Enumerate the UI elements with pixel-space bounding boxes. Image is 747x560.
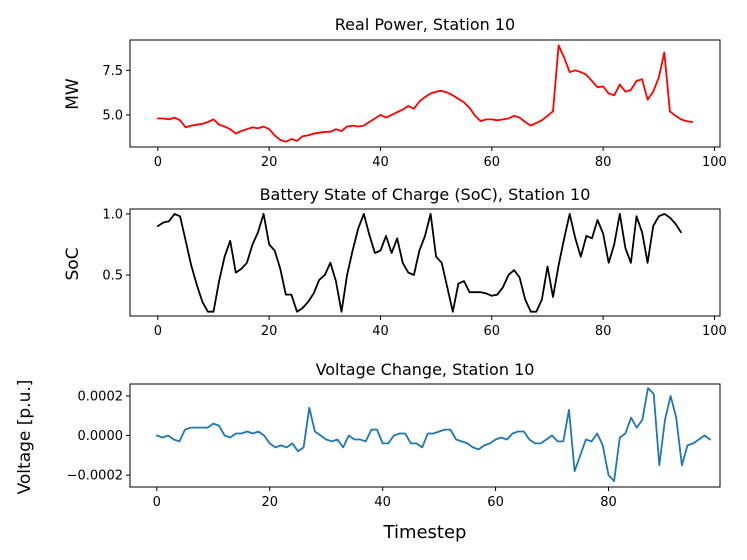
y-axis-label: SoC	[63, 247, 83, 280]
plot-frame	[129, 383, 721, 488]
series-line	[156, 44, 694, 143]
chart-title: Voltage Change, Station 10	[316, 360, 535, 379]
x-tick-label: 60	[487, 495, 504, 510]
x-tick-label: 20	[261, 155, 278, 170]
soc-panel: Battery State of Charge (SoC), Station 1…	[63, 185, 727, 339]
x-tick-label: 0	[153, 495, 161, 510]
y-tick-label: 1.0	[102, 207, 123, 222]
plot-frame	[129, 39, 721, 148]
y-tick-label: 7.5	[102, 64, 123, 79]
y-axis-label: MW	[63, 78, 83, 110]
y-tick-label: 0.0002	[78, 389, 124, 404]
x-tick-label: 80	[595, 324, 612, 339]
x-tick-label: 20	[261, 324, 278, 339]
x-tick-label: 60	[484, 155, 501, 170]
y-tick-label: 0.0000	[78, 429, 124, 444]
x-tick-label: 40	[372, 324, 389, 339]
x-tick-label: 20	[261, 495, 278, 510]
voltage-change-panel: Voltage Change, Station 10 Voltage [p.u.…	[15, 360, 721, 543]
x-tick-label: 100	[702, 324, 727, 339]
x-tick-label: 100	[702, 155, 727, 170]
series-line	[155, 387, 711, 483]
x-tick-label: 40	[374, 495, 391, 510]
y-tick-label: 0.5	[102, 269, 123, 284]
y-axis-label: Voltage [p.u.]	[15, 380, 35, 495]
chart-title: Battery State of Charge (SoC), Station 1…	[260, 185, 591, 204]
y-tick-label: 5.0	[102, 108, 123, 123]
plot-frame	[129, 208, 721, 317]
x-tick-label: 0	[154, 155, 162, 170]
chart-title: Real Power, Station 10	[335, 15, 515, 34]
real-power-panel: Real Power, Station 10 MW 0 20 40 60 80 100 5.…	[63, 15, 727, 170]
x-tick-label: 80	[595, 155, 612, 170]
x-tick-label: 0	[154, 324, 162, 339]
x-tick-label: 40	[372, 155, 389, 170]
x-axis-label: Timestep	[383, 522, 467, 543]
x-tick-label: 80	[600, 495, 617, 510]
series-line	[156, 212, 682, 313]
x-tick-label: 60	[484, 324, 501, 339]
y-tick-label: −0.0002	[67, 469, 123, 484]
